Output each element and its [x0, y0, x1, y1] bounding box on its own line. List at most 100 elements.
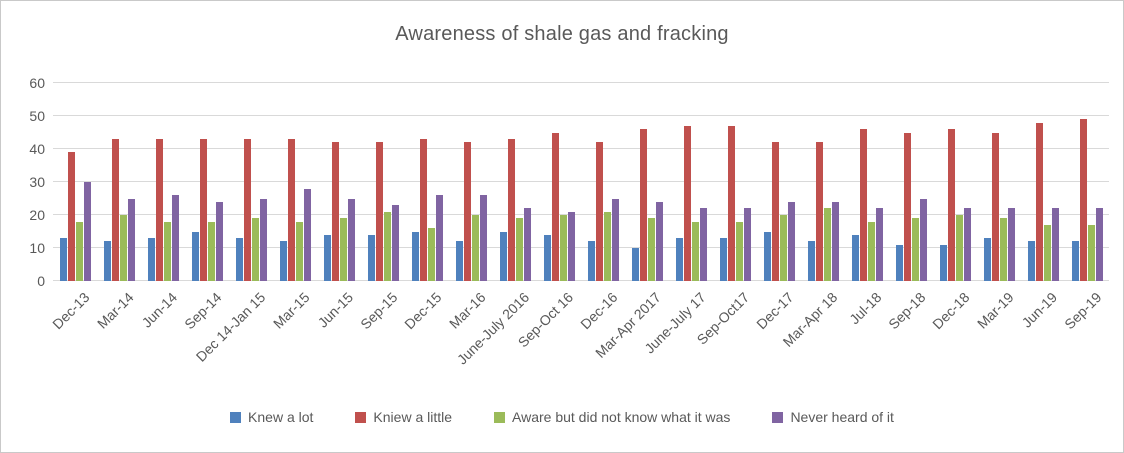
bar-never-heard-of-it — [171, 195, 179, 281]
gridline-40 — [53, 148, 1109, 149]
bar-knew-a-lot — [1027, 241, 1035, 281]
bar-kniew-a-little — [67, 152, 75, 281]
plot-area: 0 10 20 30 40 50 60 Dec-13 Mar-14 Jun-14 Sep-14 De… — [29, 76, 1109, 367]
bar-knew-a-lot — [631, 248, 639, 281]
x-tick-label-sep-14: Sep-14 — [181, 289, 225, 333]
x-tick-label-dec-18: Dec-18 — [929, 289, 973, 333]
bar-kniew-a-little — [815, 142, 823, 281]
x-tick-label-dec-17: Dec-17 — [753, 289, 797, 333]
bar-group-jun-15 — [317, 83, 361, 281]
bar-aware-but-did-not-know-what-it-was — [691, 221, 699, 281]
bar-group-mar-apr-2017 — [625, 83, 669, 281]
bar-kniew-a-little — [199, 139, 207, 281]
bar-group-dec-13 — [53, 83, 97, 281]
x-tick-label-mar-15: Mar-15 — [269, 289, 313, 332]
bar-never-heard-of-it — [875, 208, 883, 281]
bar-aware-but-did-not-know-what-it-was — [647, 218, 655, 281]
bar-kniew-a-little — [727, 125, 735, 281]
bar-aware-but-did-not-know-what-it-was — [207, 221, 215, 281]
bar-knew-a-lot — [587, 241, 595, 281]
bar-never-heard-of-it — [963, 208, 971, 281]
bar-kniew-a-little — [507, 139, 515, 281]
bar-aware-but-did-not-know-what-it-was — [955, 215, 963, 281]
bar-kniew-a-little — [1035, 122, 1043, 281]
bar-never-heard-of-it — [1095, 208, 1103, 281]
y-tick-label-30: 30 — [29, 174, 45, 190]
chart-title: Awareness of shale gas and fracking — [395, 23, 729, 45]
bar-knew-a-lot — [367, 234, 375, 281]
y-tick-label-20: 20 — [29, 207, 45, 223]
bar-never-heard-of-it — [919, 198, 927, 281]
bar-group-mar-16 — [449, 83, 493, 281]
bar-groups — [53, 83, 1109, 281]
bar-never-heard-of-it — [479, 195, 487, 281]
bar-group-mar-14 — [97, 83, 141, 281]
bar-group-sep-oct-16 — [537, 83, 581, 281]
bar-aware-but-did-not-know-what-it-was — [295, 221, 303, 281]
y-tick-label-50: 50 — [29, 108, 45, 124]
legend-label: Aware but did not know what it was — [512, 409, 731, 425]
bar-never-heard-of-it — [391, 205, 399, 281]
bar-aware-but-did-not-know-what-it-was — [735, 221, 743, 281]
bar-never-heard-of-it — [699, 208, 707, 281]
bar-knew-a-lot — [543, 234, 551, 281]
bar-never-heard-of-it — [83, 182, 91, 281]
bar-kniew-a-little — [947, 129, 955, 281]
x-tick-label-dec-13: Dec-13 — [49, 289, 93, 333]
bar-aware-but-did-not-know-what-it-was — [559, 215, 567, 281]
x-tick-label-sep-18: Sep-18 — [885, 289, 929, 333]
legend: Knew a lot Kniew a little Aware but did no… — [1, 409, 1123, 425]
y-tick-label-40: 40 — [29, 141, 45, 157]
bar-aware-but-did-not-know-what-it-was — [603, 211, 611, 281]
bar-aware-but-did-not-know-what-it-was — [427, 228, 435, 281]
bar-knew-a-lot — [323, 234, 331, 281]
bar-never-heard-of-it — [611, 198, 619, 281]
legend-item-kniew-a-little: Kniew a little — [355, 409, 452, 425]
bar-kniew-a-little — [991, 132, 999, 281]
x-tick-label-jun-14: Jun-14 — [138, 289, 181, 331]
bar-group-sep-14 — [185, 83, 229, 281]
gridline-0 — [53, 280, 1109, 281]
legend-label: Knew a lot — [248, 409, 314, 425]
bar-group-june-july-17 — [669, 83, 713, 281]
bar-knew-a-lot — [103, 241, 111, 281]
bar-knew-a-lot — [719, 238, 727, 281]
bar-aware-but-did-not-know-what-it-was — [471, 215, 479, 281]
bar-knew-a-lot — [939, 244, 947, 281]
legend-swatch-icon — [230, 411, 242, 423]
bar-kniew-a-little — [551, 132, 559, 281]
bar-knew-a-lot — [411, 231, 419, 281]
bar-never-heard-of-it — [347, 198, 355, 281]
bar-aware-but-did-not-know-what-it-was — [251, 218, 259, 281]
bar-kniew-a-little — [683, 125, 691, 281]
x-tick-label-jun-15: Jun-15 — [314, 289, 357, 331]
bar-knew-a-lot — [235, 238, 243, 281]
bar-group-sep-18 — [889, 83, 933, 281]
bar-knew-a-lot — [279, 241, 287, 281]
bar-aware-but-did-not-know-what-it-was — [339, 218, 347, 281]
legend-swatch-icon — [355, 411, 367, 423]
bar-kniew-a-little — [771, 142, 779, 281]
bar-knew-a-lot — [59, 238, 67, 281]
y-tick-label-0: 0 — [37, 273, 45, 289]
bar-aware-but-did-not-know-what-it-was — [1043, 224, 1051, 281]
bar-kniew-a-little — [111, 139, 119, 281]
bar-kniew-a-little — [463, 142, 471, 281]
x-tick-label-dec-15: Dec-15 — [401, 289, 445, 333]
x-tick-label-mar-14: Mar-14 — [93, 289, 137, 332]
bar-aware-but-did-not-know-what-it-was — [119, 215, 127, 281]
bar-group-dec-16 — [581, 83, 625, 281]
bar-knew-a-lot — [455, 241, 463, 281]
gridline-20 — [53, 214, 1109, 215]
gridline-10 — [53, 247, 1109, 248]
bar-never-heard-of-it — [303, 188, 311, 281]
bar-aware-but-did-not-know-what-it-was — [75, 221, 83, 281]
bar-aware-but-did-not-know-what-it-was — [823, 208, 831, 281]
bar-kniew-a-little — [331, 142, 339, 281]
bar-group-dec-18 — [933, 83, 977, 281]
bar-knew-a-lot — [191, 231, 199, 281]
bar-aware-but-did-not-know-what-it-was — [999, 218, 1007, 281]
legend-item-never-heard-of-it: Never heard of it — [772, 409, 894, 425]
gridline-60 — [53, 82, 1109, 83]
bar-kniew-a-little — [859, 129, 867, 281]
